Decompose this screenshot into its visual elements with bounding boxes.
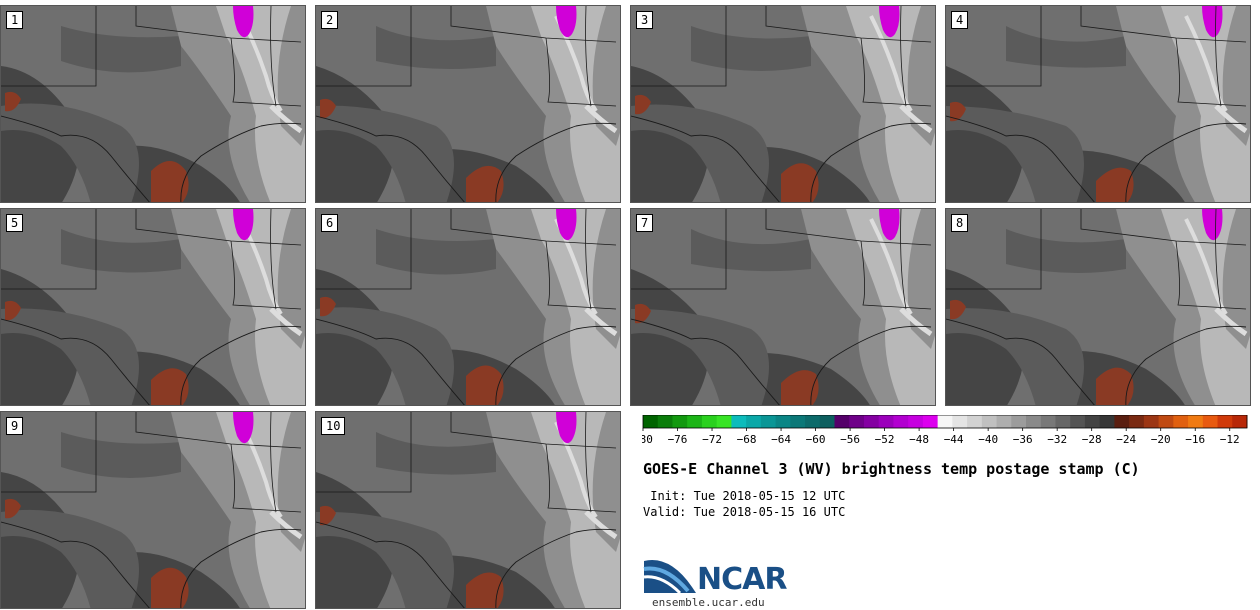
colorbar-swatch <box>1026 415 1042 428</box>
colorbar-tick-label: −44 <box>944 433 964 446</box>
logo-wordmark: NCAR <box>697 562 787 597</box>
map-panel-7: 7 <box>630 208 936 406</box>
map-field <box>946 6 1250 202</box>
colorbar-swatch <box>746 415 762 428</box>
map-field <box>1 412 305 608</box>
panel-number-label: 7 <box>636 214 654 232</box>
colorbar-swatch <box>716 415 732 428</box>
colorbar-tick-label: −28 <box>1082 433 1102 446</box>
colorbar-swatch <box>908 415 924 428</box>
colorbar-tick-label: −60 <box>806 433 826 446</box>
colorbar-tick-label: −48 <box>909 433 929 446</box>
colorbar: −80 −76 −72 −68 −64 −60 −56 −52 −48 −44 −40 −36 −32 −… <box>642 415 1248 446</box>
map-panel-5: 5 <box>0 208 306 406</box>
colorbar-swatch <box>981 415 998 428</box>
map-field <box>946 209 1250 405</box>
colorbar-swatch <box>849 415 865 428</box>
panel-number-label: 9 <box>6 417 24 435</box>
panel-number-label: 6 <box>321 214 339 232</box>
panel-number-label: 5 <box>6 214 24 232</box>
figure-title: GOES-E Channel 3 (WV) brightness temp po… <box>643 460 1140 478</box>
colorbar-swatch <box>790 415 806 428</box>
colorbar-swatch <box>1040 415 1056 428</box>
map-panel-2: 2 <box>315 5 621 203</box>
colorbar-swatch <box>834 415 850 428</box>
panel-number-label: 2 <box>321 11 339 29</box>
map-field <box>631 6 935 202</box>
colorbar-swatch <box>1011 415 1027 428</box>
colorbar-swatch <box>863 415 880 428</box>
colorbar-swatch <box>1158 415 1174 428</box>
colorbar-swatch <box>819 415 836 428</box>
map-panel-6: 6 <box>315 208 621 406</box>
colorbar-swatch <box>1173 415 1189 428</box>
colorbar-swatch <box>687 415 703 428</box>
colorbar-swatch <box>922 415 939 428</box>
colorbar-tick-label: −32 <box>1047 433 1067 446</box>
init-time: Init: Tue 2018-05-15 12 UTC <box>643 489 846 503</box>
colorbar-tick-label: −68 <box>737 433 757 446</box>
colorbar-tick-label: −72 <box>702 433 722 446</box>
panel-number-label: 3 <box>636 11 654 29</box>
colorbar-swatch <box>967 415 983 428</box>
colorbar-swatch <box>701 415 718 428</box>
colorbar-swatch <box>893 415 909 428</box>
colorbar-swatch <box>878 415 894 428</box>
map-field <box>316 209 620 405</box>
colorbar-swatch <box>1070 415 1086 428</box>
colorbar-swatch <box>805 415 821 428</box>
colorbar-tick-label: −20 <box>1151 433 1171 446</box>
colorbar-swatch <box>1099 415 1115 428</box>
colorbar-swatch <box>996 415 1012 428</box>
logo-url: ensemble.ucar.edu <box>652 596 765 609</box>
map-panel-8: 8 <box>945 208 1251 406</box>
map-field <box>316 412 620 608</box>
colorbar-swatch <box>657 415 673 428</box>
ncar-logo-icon <box>643 560 696 595</box>
map-field <box>1 6 305 202</box>
colorbar-swatch <box>731 415 747 428</box>
colorbar-swatch <box>937 415 953 428</box>
colorbar-swatch <box>1217 415 1233 428</box>
colorbar-swatch <box>643 415 659 428</box>
colorbar-tick-label: −36 <box>1013 433 1033 446</box>
map-panel-3: 3 <box>630 5 936 203</box>
colorbar-swatch <box>1084 415 1101 428</box>
colorbar-tick-label: −56 <box>840 433 860 446</box>
colorbar-tick-label: −12 <box>1220 433 1240 446</box>
colorbar-tick-label: −76 <box>668 433 688 446</box>
valid-time: Valid: Tue 2018-05-15 16 UTC <box>643 505 846 519</box>
colorbar-tick-label: −52 <box>875 433 895 446</box>
map-field <box>316 6 620 202</box>
colorbar-swatch <box>952 415 968 428</box>
colorbar-tick-label: −80 <box>642 433 653 446</box>
colorbar-swatch <box>1202 415 1219 428</box>
colorbar-tick-label: −24 <box>1116 433 1136 446</box>
map-panel-9: 9 <box>0 411 306 609</box>
colorbar-swatch <box>1114 415 1130 428</box>
colorbar-swatch <box>1188 415 1204 428</box>
panel-number-label: 10 <box>321 417 346 435</box>
colorbar-tick-label: −16 <box>1185 433 1205 446</box>
map-field <box>631 209 935 405</box>
colorbar-swatch <box>1143 415 1160 428</box>
map-panel-10: 10 <box>315 411 621 609</box>
colorbar-tick-label: −64 <box>771 433 791 446</box>
panel-number-label: 1 <box>6 11 24 29</box>
colorbar-swatch <box>1055 415 1071 428</box>
panel-number-label: 4 <box>951 11 969 29</box>
map-panel-4: 4 <box>945 5 1251 203</box>
map-field <box>1 209 305 405</box>
colorbar-swatch <box>775 415 791 428</box>
colorbar-swatch <box>1232 415 1248 428</box>
panel-number-label: 8 <box>951 214 969 232</box>
colorbar-swatch <box>760 415 777 428</box>
colorbar-swatch <box>1129 415 1145 428</box>
colorbar-swatch <box>672 415 688 428</box>
map-panel-1: 1 <box>0 5 306 203</box>
colorbar-tick-label: −40 <box>978 433 998 446</box>
